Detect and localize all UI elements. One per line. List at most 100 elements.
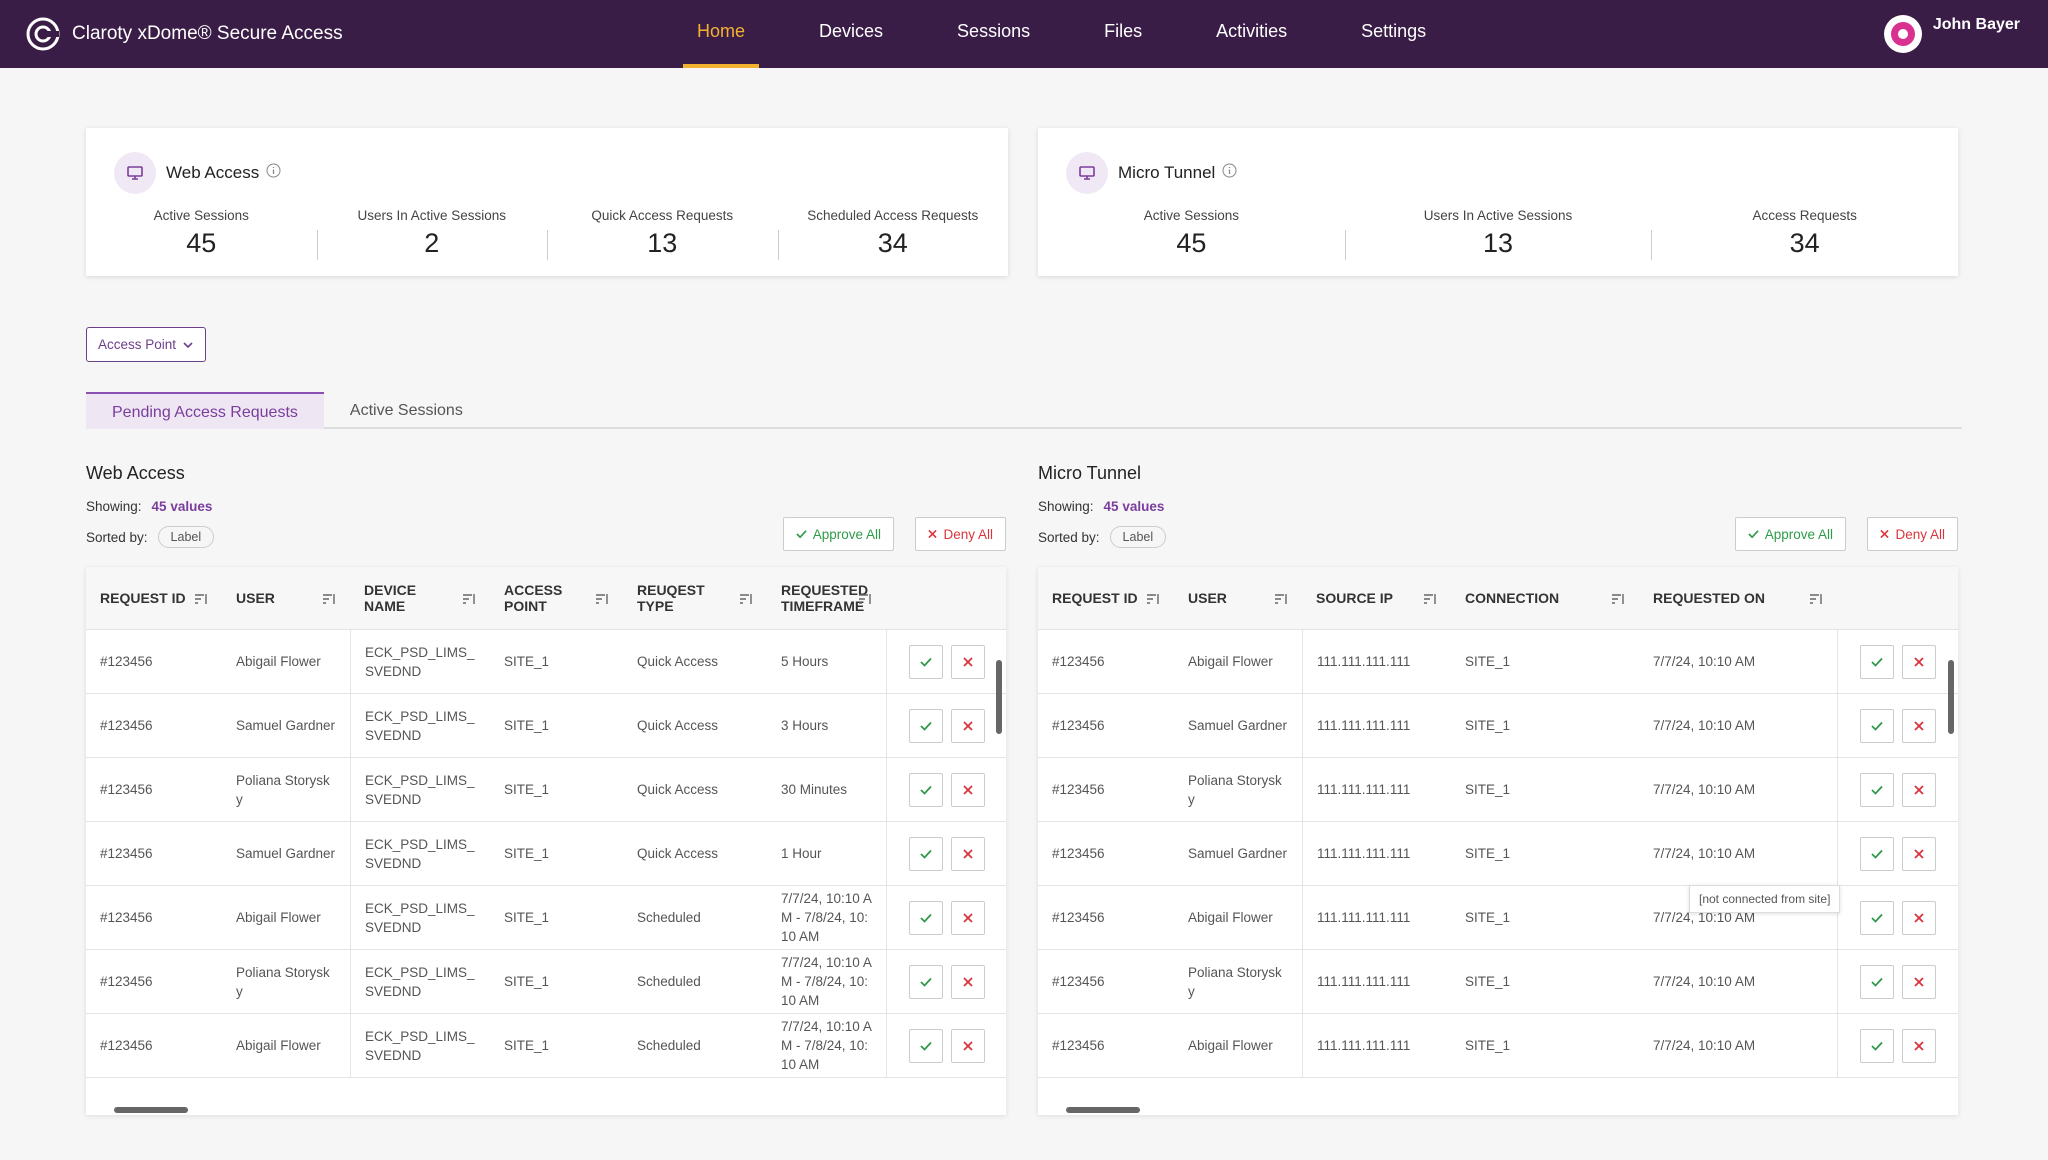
row-actions	[886, 630, 1006, 693]
vertical-scrollbar[interactable]	[1948, 660, 1954, 734]
approve-all-button[interactable]: Approve All	[1734, 517, 1846, 551]
deny-button[interactable]	[1902, 900, 1936, 935]
top-bar: Claroty xDome® Secure Access Home Devices…	[0, 0, 2048, 68]
cell-text: SITE_1	[1465, 846, 1511, 861]
approve-button[interactable]	[1860, 900, 1894, 935]
deny-button[interactable]	[1902, 644, 1936, 679]
user-menu[interactable]: John Bayer	[1883, 14, 2020, 54]
nav-item[interactable]: Files	[1104, 21, 1143, 41]
table-cell: 111.111.111.111	[1302, 822, 1451, 885]
table-cell: SITE_1	[490, 630, 623, 693]
sort-icon[interactable]	[1274, 592, 1288, 608]
table-cell: 7/7/24, 10:10 AM	[1639, 886, 1837, 949]
info-icon[interactable]	[266, 163, 281, 183]
horizontal-scrollbar[interactable]	[114, 1107, 188, 1113]
approve-button[interactable]	[1860, 964, 1894, 999]
cell-text: 7/7/24, 10:10 AM	[1653, 718, 1756, 733]
approve-button[interactable]	[908, 964, 943, 999]
approve-button[interactable]	[908, 644, 943, 679]
table-cell: Abigail Flower	[1174, 1014, 1302, 1077]
tab[interactable]: Pending Access Requests	[86, 392, 324, 429]
sort-icon[interactable]	[858, 592, 872, 608]
sort-icon[interactable]	[595, 592, 609, 608]
sort-icon[interactable]	[1611, 592, 1625, 608]
cell-text: ECK_PSD_LIMS_SVEDND	[365, 964, 475, 999]
stat-label: Scheduled Access Requests	[807, 208, 979, 223]
column-title: CONNECTION	[1465, 590, 1560, 606]
sort-pill[interactable]: Label	[157, 526, 215, 548]
table-cell: 111.111.111.111	[1302, 950, 1451, 1013]
table-row: #123456 Poliana Storysky 111.111.111.111 SI…	[1038, 950, 1958, 1014]
table-cell: Poliana Storysky	[1174, 758, 1302, 821]
nav-item[interactable]: Settings	[1361, 21, 1427, 41]
column-header[interactable]: REQUEST ID	[86, 567, 222, 629]
cell-text: ECK_PSD_LIMS_SVEDND	[365, 772, 475, 807]
main-nav: Home Devices Sessions Files Activities Settin…	[660, 0, 1463, 68]
deny-button[interactable]	[950, 708, 985, 743]
cell-text: 1 Hour	[781, 846, 822, 861]
column-header[interactable]: USER	[222, 567, 350, 629]
sort-icon[interactable]	[322, 592, 336, 608]
access-point-dropdown[interactable]: Access Point	[86, 327, 206, 362]
column-header[interactable]: REQUESTED ON	[1639, 567, 1837, 629]
sort-icon[interactable]	[739, 592, 753, 608]
deny-button[interactable]	[1902, 772, 1936, 807]
info-icon[interactable]	[1222, 163, 1237, 183]
deny-button[interactable]	[950, 772, 985, 807]
approve-button[interactable]	[908, 708, 943, 743]
sort-icon[interactable]	[1423, 592, 1437, 608]
column-header[interactable]: SOURCE IP	[1302, 567, 1451, 629]
nav-item[interactable]: Home	[683, 0, 760, 68]
tab[interactable]: Active Sessions	[349, 402, 463, 419]
sort-icon[interactable]	[194, 592, 208, 608]
deny-button[interactable]	[1902, 1028, 1936, 1063]
deny-button[interactable]	[950, 836, 985, 871]
cell-text: Quick Access	[637, 654, 719, 669]
column-header[interactable]: REUQEST TYPE	[623, 567, 767, 629]
approve-all-button[interactable]: Approve All	[782, 517, 894, 551]
deny-button[interactable]	[1902, 836, 1936, 871]
deny-button[interactable]	[950, 1028, 985, 1063]
deny-button[interactable]	[1902, 964, 1936, 999]
chevron	[183, 341, 193, 348]
cell-text: #123456	[1052, 846, 1105, 861]
nav-item[interactable]: Activities	[1216, 21, 1288, 41]
horizontal-scrollbar[interactable]	[1066, 1107, 1140, 1113]
approve-button[interactable]	[1860, 836, 1894, 871]
column-header[interactable]: CONNECTION	[1451, 567, 1639, 629]
approve-button[interactable]	[908, 1028, 943, 1063]
deny-button[interactable]	[950, 644, 985, 679]
deny-button[interactable]	[950, 964, 985, 999]
approve-button[interactable]	[908, 836, 943, 871]
approve-button[interactable]	[1860, 772, 1894, 807]
approve-button[interactable]	[1860, 644, 1894, 679]
sort-icon[interactable]	[462, 592, 476, 608]
vertical-scrollbar[interactable]	[996, 660, 1002, 734]
approve-button[interactable]	[908, 772, 943, 807]
row-actions	[886, 822, 1006, 885]
approve-button[interactable]	[1860, 708, 1894, 743]
deny-all-button[interactable]: Deny All	[1867, 517, 1958, 551]
column-header[interactable]: ACCESS POINT	[490, 567, 623, 629]
table-cell: Poliana Storysky	[222, 758, 350, 821]
approve-button[interactable]	[908, 900, 943, 935]
nav-item[interactable]: Devices	[819, 21, 884, 41]
column-header[interactable]: USER	[1174, 567, 1302, 629]
column-header[interactable]: REQUEST ID	[1038, 567, 1174, 629]
approve-button[interactable]	[1860, 1028, 1894, 1063]
stat: Scheduled Access Requests 34	[777, 208, 1009, 260]
nav-item[interactable]: Sessions	[957, 21, 1031, 41]
sort-icon[interactable]	[1809, 592, 1823, 608]
stat: Active Sessions 45	[1038, 208, 1345, 260]
table-row: #123456 Abigail Flower 111.111.111.111 SITE…	[1038, 1014, 1958, 1078]
column-header[interactable]: REQUESTED TIMEFRAME	[767, 567, 886, 629]
cell-text: 7/7/24, 10:10 AM - 7/8/24, 10:10 AM	[781, 955, 872, 1008]
deny-button[interactable]	[1902, 708, 1936, 743]
deny-all-button[interactable]: Deny All	[915, 517, 1006, 551]
cell-text: 111.111.111.111	[1317, 718, 1411, 733]
logo[interactable]	[26, 17, 60, 51]
sort-pill[interactable]: Label	[1109, 526, 1167, 548]
sort-icon[interactable]	[1146, 592, 1160, 608]
deny-button[interactable]	[950, 900, 985, 935]
column-header[interactable]: DEVICE NAME	[350, 567, 490, 629]
